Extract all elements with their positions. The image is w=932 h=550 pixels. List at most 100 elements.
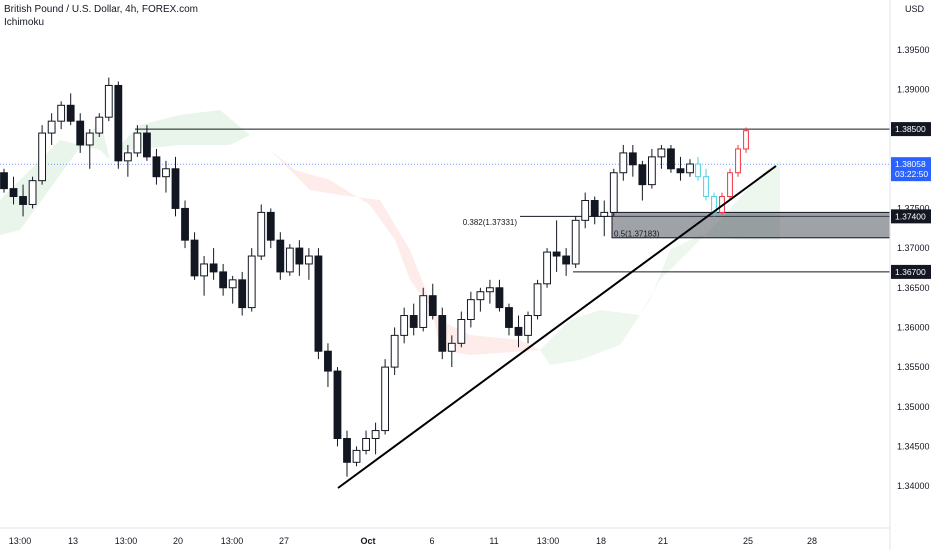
cloud-area bbox=[0, 120, 110, 235]
candle-body bbox=[114, 84, 123, 162]
time-tick-label: 13 bbox=[68, 536, 78, 546]
cloud-area bbox=[540, 160, 780, 365]
candle-body bbox=[638, 164, 647, 186]
indicator-label[interactable]: Ichimoku bbox=[4, 17, 45, 28]
candle-body bbox=[85, 132, 94, 146]
candle-body bbox=[228, 279, 237, 289]
candle-body bbox=[200, 263, 208, 277]
candle-body bbox=[143, 132, 151, 158]
candle-body bbox=[686, 163, 694, 174]
candle-body bbox=[609, 172, 618, 213]
candle-body bbox=[562, 255, 571, 265]
candle-body bbox=[381, 366, 390, 432]
cloud-area bbox=[255, 135, 540, 355]
candle-body bbox=[466, 299, 475, 320]
time-tick-label: 13:00 bbox=[221, 536, 244, 546]
time-axis[interactable]: 13:00 13 13:00 20 13:00 27 Oct 6 11 13:00 18 21 25 28 bbox=[0, 527, 890, 546]
candle-body bbox=[390, 334, 399, 368]
projection-body bbox=[703, 176, 709, 198]
candle-body bbox=[571, 219, 580, 265]
candle-body bbox=[285, 247, 294, 273]
price-tick-label: 1.35500 bbox=[897, 362, 930, 372]
fib-label: 0.382(1.37331) bbox=[463, 218, 518, 227]
candle-body bbox=[514, 326, 523, 336]
candle-body bbox=[9, 188, 18, 198]
fib-label: 0.5(1.37183) bbox=[614, 230, 660, 239]
candle-body bbox=[257, 211, 266, 257]
time-tick-label: 13:00 bbox=[537, 536, 560, 546]
price-tag-bg bbox=[891, 122, 931, 137]
candle-body bbox=[219, 271, 228, 289]
candle-body bbox=[66, 104, 75, 122]
price-tick-label: 1.34000 bbox=[897, 481, 930, 491]
candle-body bbox=[581, 200, 590, 221]
candle-body bbox=[95, 116, 104, 134]
candle-body bbox=[590, 200, 599, 217]
candle-body bbox=[543, 251, 551, 285]
candle-body bbox=[266, 211, 275, 241]
candle-body bbox=[152, 156, 161, 178]
candle-body bbox=[400, 315, 409, 336]
candles bbox=[0, 77, 694, 477]
projection-body bbox=[727, 172, 733, 198]
last-price-tag-bg bbox=[891, 157, 931, 182]
candle-body bbox=[314, 255, 323, 352]
candle-body bbox=[600, 211, 609, 217]
candle-body bbox=[181, 207, 189, 241]
candle-body bbox=[552, 251, 561, 257]
candle-body bbox=[0, 172, 8, 190]
countdown-label: 03:22:50 bbox=[895, 169, 928, 179]
candle-body bbox=[352, 449, 361, 463]
candle-body bbox=[533, 283, 542, 317]
time-tick-label: 6 bbox=[429, 536, 434, 546]
candle-body bbox=[667, 148, 675, 170]
candle-body bbox=[495, 287, 504, 309]
candle-body bbox=[476, 291, 485, 301]
fib-labels: 0.382(1.37331) 0.5(1.37183) bbox=[463, 218, 660, 239]
candle-body bbox=[76, 120, 85, 146]
trendline bbox=[337, 165, 777, 489]
projection-body bbox=[735, 148, 741, 174]
projection-body bbox=[743, 130, 749, 150]
time-tick-label: 27 bbox=[279, 536, 289, 546]
candle-body bbox=[47, 120, 56, 134]
candle-body bbox=[657, 148, 666, 158]
time-tick-label: 13:00 bbox=[115, 536, 138, 546]
price-tick-label: 1.35000 bbox=[897, 402, 930, 412]
candle-body bbox=[276, 239, 285, 273]
trendline-line bbox=[337, 165, 777, 489]
candle-body bbox=[333, 370, 342, 440]
time-tick-label: 25 bbox=[743, 536, 753, 546]
candle-body bbox=[162, 168, 170, 178]
candle-body bbox=[324, 350, 332, 372]
candle-body bbox=[362, 438, 370, 451]
time-tick-label: Oct bbox=[360, 536, 375, 546]
price-tick-label: 1.34500 bbox=[897, 441, 930, 451]
candle-body bbox=[238, 279, 247, 309]
time-tick-label: 20 bbox=[173, 536, 183, 546]
price-tag-bg bbox=[891, 209, 931, 224]
candle-body bbox=[171, 168, 180, 209]
price-tag-bg bbox=[891, 264, 931, 279]
candle-body bbox=[676, 168, 685, 174]
candle-body bbox=[505, 307, 513, 328]
candle-body bbox=[123, 152, 132, 162]
price-tick-label: 1.36500 bbox=[897, 283, 930, 293]
price-tag-label: 1.36700 bbox=[895, 267, 926, 277]
projection-body bbox=[695, 163, 701, 178]
candle-body bbox=[409, 315, 418, 328]
candle-body bbox=[419, 295, 428, 328]
candle-body bbox=[104, 84, 113, 118]
time-tick-label: 28 bbox=[807, 536, 817, 546]
candle-body bbox=[438, 315, 447, 352]
candle-body bbox=[247, 255, 256, 309]
price-tag-label: 1.37400 bbox=[895, 211, 926, 221]
candle-body bbox=[647, 156, 656, 186]
candle-body bbox=[304, 255, 313, 265]
candle-body bbox=[447, 342, 456, 352]
price-tick-label: 1.37000 bbox=[897, 243, 930, 253]
candle-body bbox=[524, 315, 532, 336]
candle-body bbox=[28, 180, 37, 205]
